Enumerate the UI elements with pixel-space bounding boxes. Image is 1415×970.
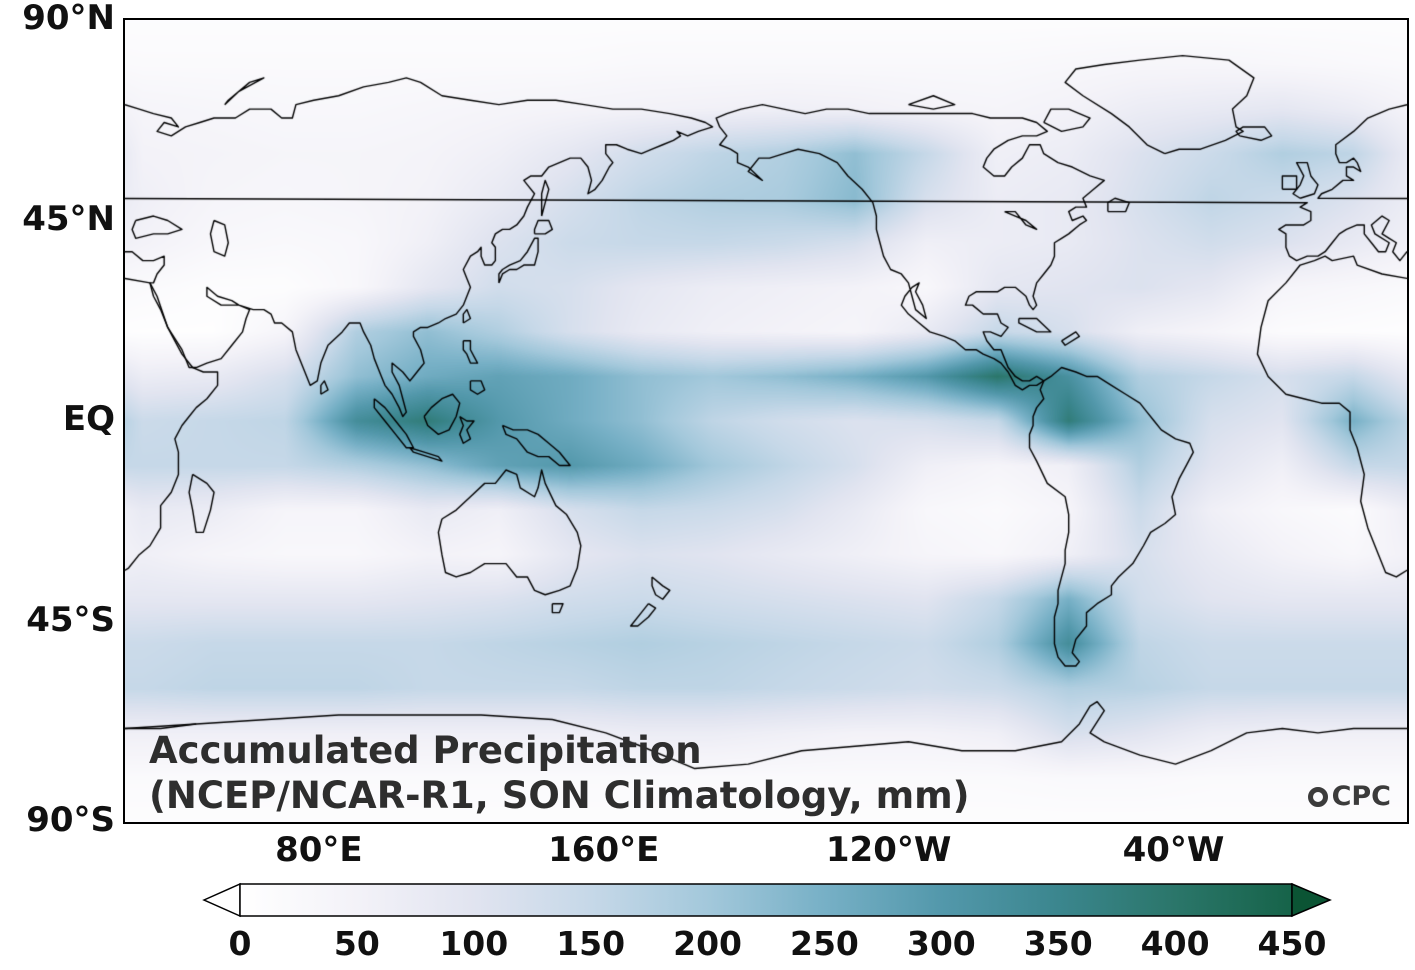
colorbar-tick-label: 150 [556, 924, 626, 963]
map-title: Accumulated Precipitation (NCEP/NCAR-R1,… [149, 728, 970, 818]
x-tick-label: 80°E [275, 830, 363, 870]
y-tick-label: 90°S [26, 800, 115, 840]
colorbar-tick-label: 300 [906, 924, 976, 963]
x-tick-label: 40°W [1122, 830, 1225, 870]
colorbar-tick-label: 400 [1140, 924, 1210, 963]
colorbar-tick-label: 50 [333, 924, 380, 963]
colorbar-tick-label: 350 [1023, 924, 1093, 963]
x-tick-label: 160°E [548, 830, 660, 870]
colorbar-tick-label: 200 [673, 924, 742, 963]
colorbar-tick-label: 250 [789, 924, 859, 963]
colorbar-tick-label: 450 [1257, 924, 1327, 963]
noaa-circle-icon [1307, 786, 1328, 807]
colorbar-under-arrow [202, 882, 241, 918]
colorbar-gradient-bar [239, 883, 1293, 917]
y-tick-label: EQ [62, 399, 115, 439]
world-precipitation-map [125, 20, 1407, 822]
colorbar [202, 882, 1332, 918]
x-tick-label: 120°W [825, 830, 952, 870]
colorbar-over-arrow [1291, 882, 1332, 918]
map-title-line2: (NCEP/NCAR-R1, SON Climatology, mm) [149, 773, 970, 817]
map-title-line1: Accumulated Precipitation [149, 728, 702, 772]
y-tick-label: 45°S [26, 599, 115, 640]
cpc-logo: CPC [1307, 781, 1391, 812]
y-tick-label: 90°N [22, 0, 115, 38]
colorbar-tick-label: 0 [228, 924, 252, 963]
map-frame: Accumulated Precipitation (NCEP/NCAR-R1,… [123, 18, 1409, 824]
colorbar-tick-label: 100 [439, 924, 509, 963]
cpc-logo-text: CPC [1331, 781, 1391, 812]
y-tick-label: 45°N [22, 198, 115, 239]
